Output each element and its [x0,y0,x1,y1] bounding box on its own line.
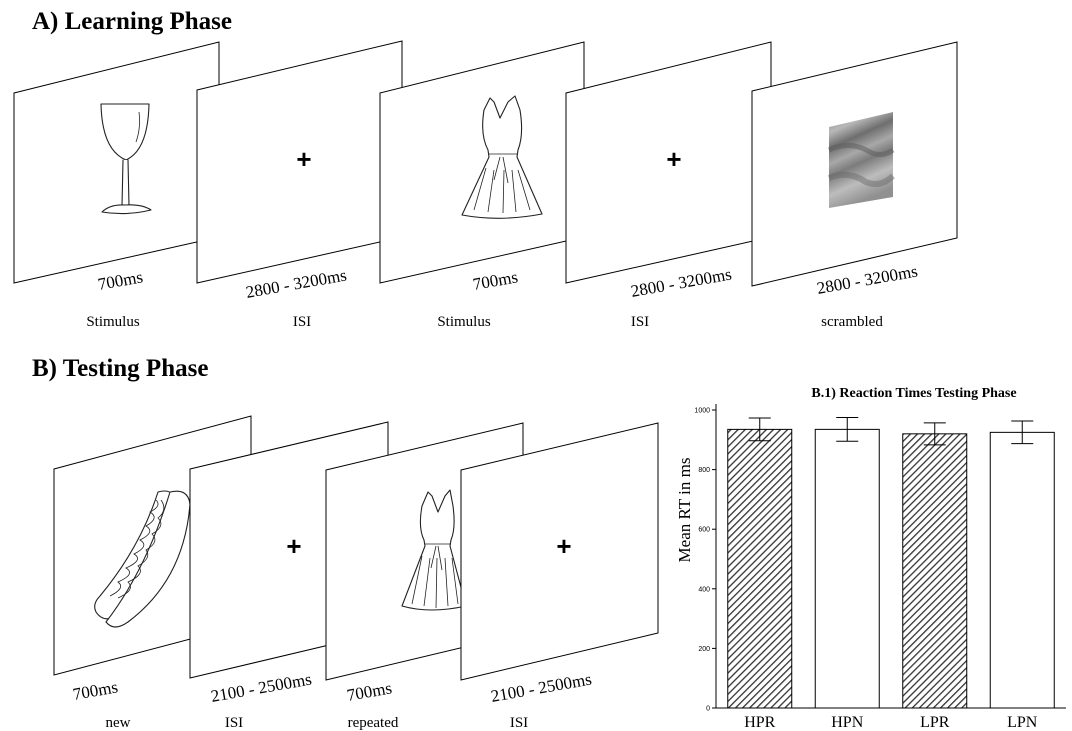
panel-caption: ISI [225,715,243,731]
x-category-label: HPR [744,714,775,731]
duration-label: 2100 - 2500ms [209,670,313,706]
dress-drawing [401,489,467,611]
panel-caption: repeated [348,715,399,731]
bar-lpn [989,431,1055,709]
y-ticks: 0 200 400 600 800 1000 [694,408,716,713]
testing-panel-4: + [460,422,659,681]
duration-label: 2100 - 2500ms [489,670,593,706]
panel-caption: scrambled [821,314,883,330]
wine-glass-drawing [100,103,152,215]
y-tick-label: 0 [706,706,710,713]
y-tick-label: 600 [698,527,710,534]
fixation-cross-icon: + [286,531,301,561]
learning-panel-5 [751,41,958,287]
fixation-cross-icon: + [556,531,571,561]
x-category-label: HPN [831,714,863,731]
panel-caption: ISI [510,715,528,731]
x-category-label: LPR [920,714,950,731]
learning-panel-2: + [196,40,403,284]
fixation-cross-icon: + [296,144,311,174]
x-category-label: LPN [1007,714,1038,731]
duration-label: 700ms [71,677,119,704]
bars [727,416,1055,709]
panel-caption: ISI [631,314,649,330]
bar-hpn [814,428,880,709]
scrambled-image [829,112,893,208]
learning-panel-4: + [565,41,772,284]
dress-drawing [461,95,543,219]
panel-caption: Stimulus [437,314,491,330]
duration-label: 700ms [471,267,519,294]
duration-label: 2800 - 3200ms [244,266,348,302]
y-tick-label: 1000 [694,408,710,415]
x-categories: HPR HPN LPR LPN [744,714,1038,731]
duration-label: 700ms [96,267,144,294]
y-tick-label: 400 [698,586,710,593]
learning-panel-3 [379,41,585,284]
y-tick-label: 200 [698,646,710,653]
learning-panel-1 [13,41,220,284]
fixation-cross-icon: + [666,144,681,174]
y-axis-label: Mean RT in ms [675,458,694,563]
bar-hpr [727,428,793,709]
bar-lpr [902,433,968,709]
rt-bar-chart: B.1) Reaction Times Testing Phase Mean R… [675,386,1066,731]
learning-phase-title: A) Learning Phase [32,8,232,35]
panel-caption: Stimulus [86,314,140,330]
hot-dog-drawing [94,490,191,628]
chart-title: B.1) Reaction Times Testing Phase [811,386,1016,401]
y-tick-label: 800 [698,467,710,474]
panel-caption: new [106,715,131,731]
panel-caption: ISI [293,314,311,330]
testing-phase-title: B) Testing Phase [32,355,208,382]
duration-label: 700ms [345,678,393,705]
duration-label: 2800 - 3200ms [629,265,733,301]
